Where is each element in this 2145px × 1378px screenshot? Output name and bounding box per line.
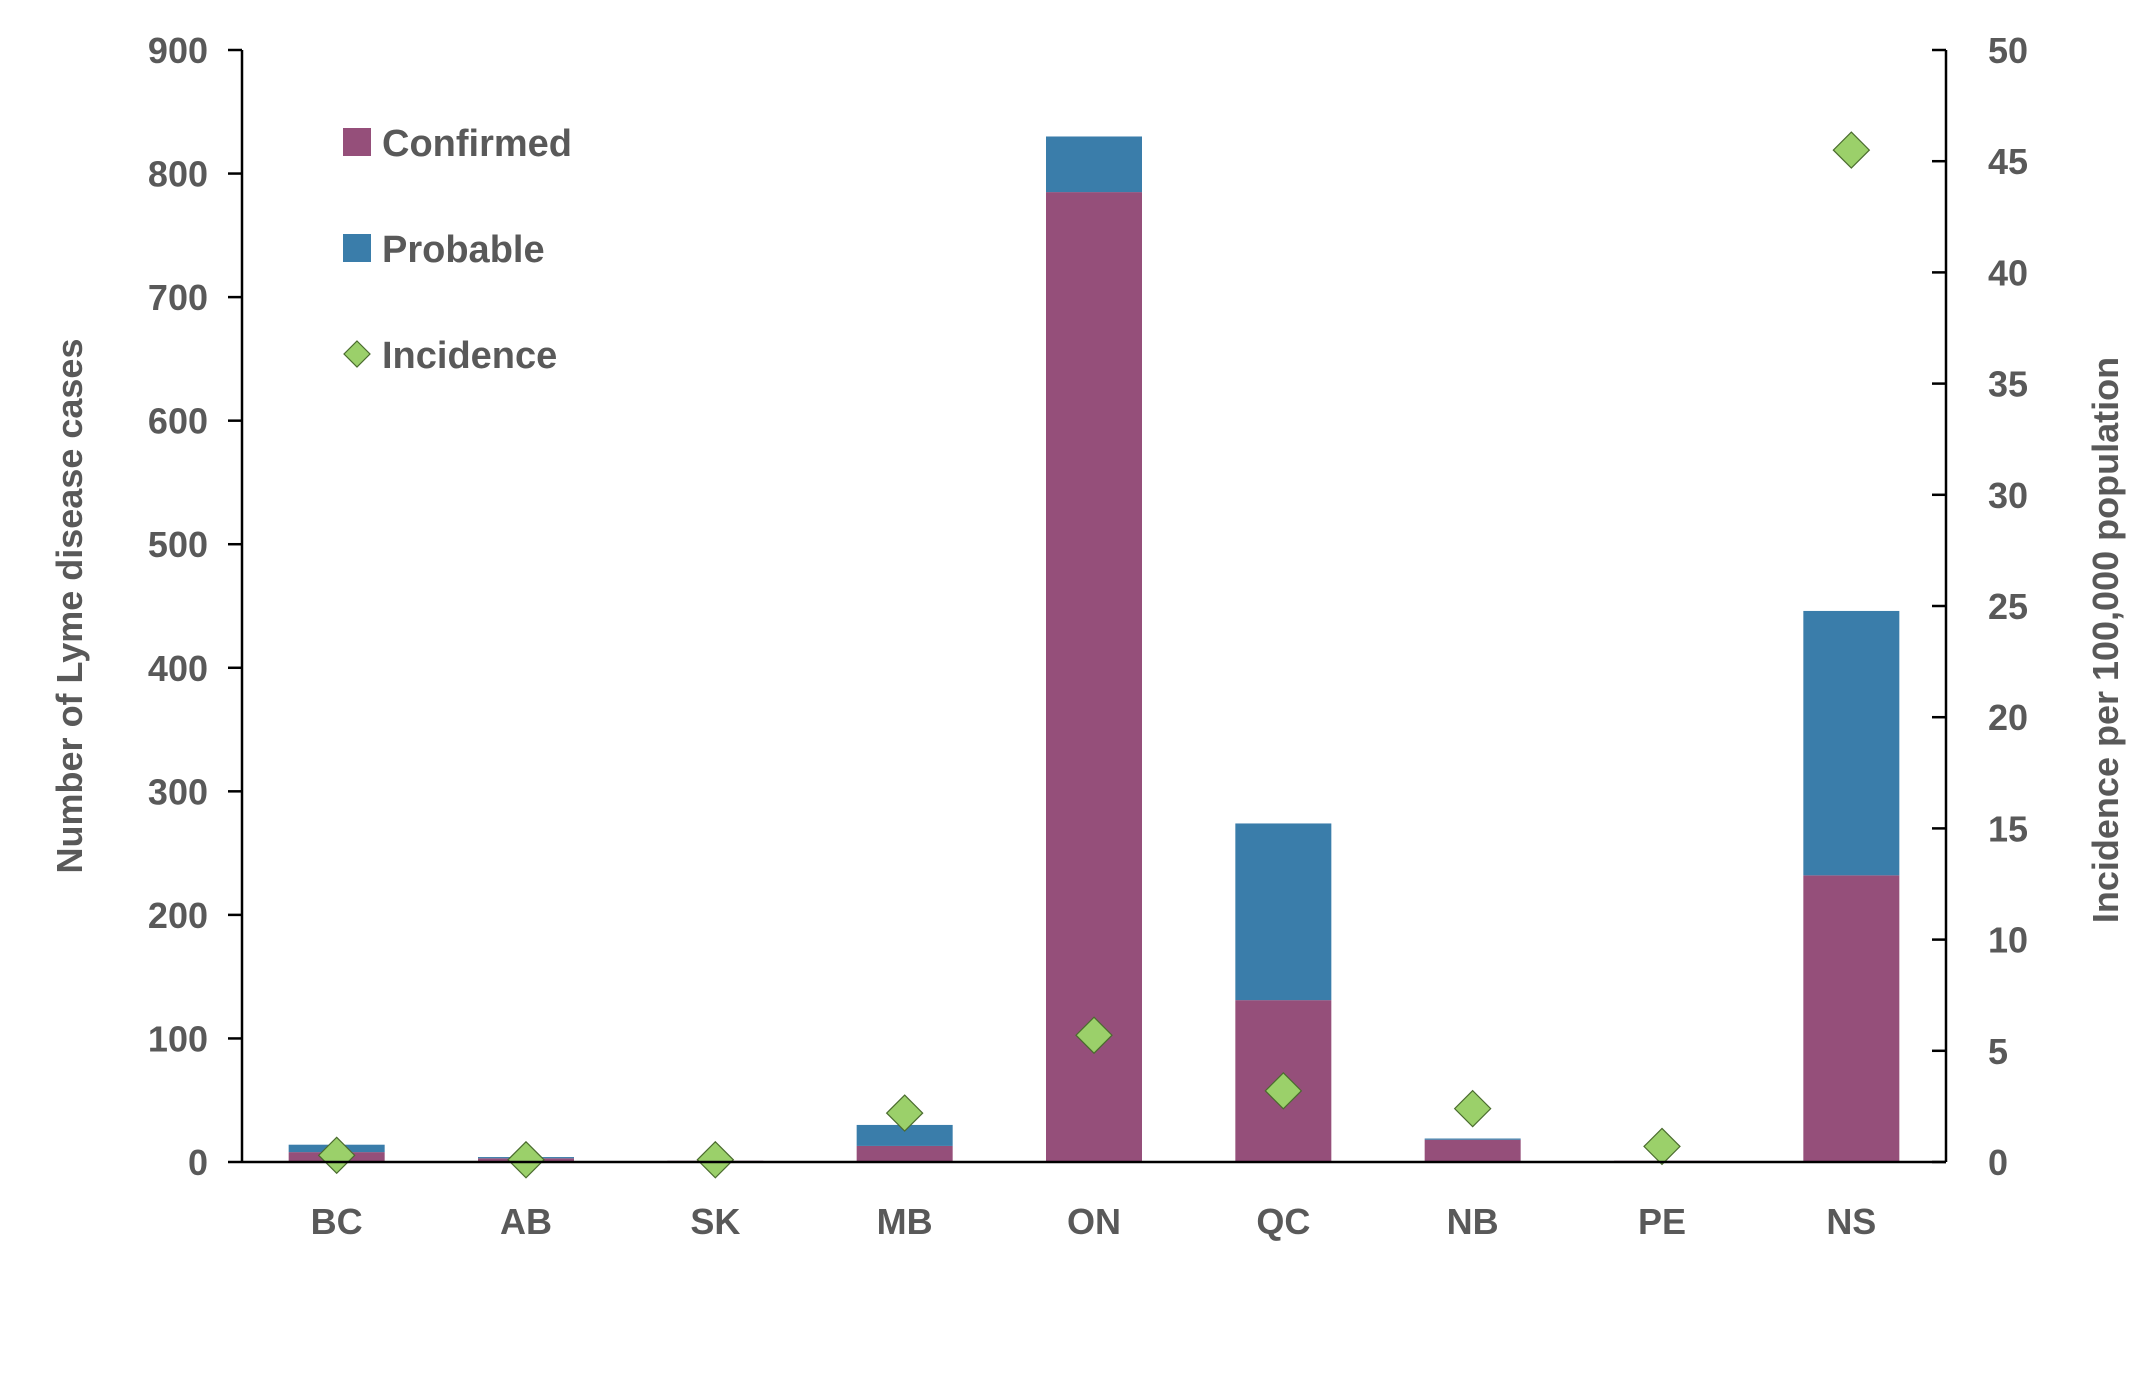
y2-tick-label: 5 [1988,1031,2008,1072]
y2-tick-label: 15 [1988,808,2028,849]
incidence-marker-sk [696,1140,735,1179]
bar-confirmed-nb [1424,1139,1521,1162]
y-tick-label: 900 [148,30,208,71]
y2-axis-title: Incidence per 100,000 population [2085,357,2126,923]
x-tick-label: PE [1638,1201,1686,1242]
bar-confirmed-mb [856,1145,953,1162]
y-tick-label: 500 [148,524,208,565]
incidence-marker-bc [317,1136,356,1175]
bar-probable-ns [1803,610,1900,876]
x-tick-label: NS [1826,1201,1876,1242]
legend: Confirmed Probable Incidence [343,123,572,377]
bar-confirmed-ns [1803,875,1900,1162]
y-tick-label: 400 [148,648,208,689]
x-tick-label: MB [877,1201,933,1242]
x-tick-label: NB [1447,1201,1499,1242]
legend-swatch-probable [343,234,371,262]
legend-label-confirmed: Confirmed [382,123,572,165]
x-tick-label: SK [690,1201,740,1242]
y2-tick-label: 35 [1988,364,2028,405]
y2-tick-label: 20 [1988,697,2028,738]
bar-probable-on [1046,136,1142,193]
y2-tick-label: 45 [1988,141,2028,182]
x-tick-label: QC [1256,1201,1310,1242]
incidence-marker-ab [507,1140,545,1179]
x-tick-label: ON [1067,1201,1121,1242]
y2-tick-label: 10 [1988,920,2028,961]
incidence-marker-pe [1643,1127,1681,1166]
y2-tick-label: 40 [1988,252,2028,293]
y-tick-label: 300 [148,771,208,812]
y-tick-label: 200 [148,895,208,936]
y2-tick-label: 50 [1988,30,2028,71]
bar-probable-mb [856,1124,953,1146]
y-tick-label: 100 [148,1018,208,1059]
bar-confirmed-on [1046,192,1142,1163]
y2-tick-label: 30 [1988,475,2028,516]
y-tick-label: 800 [148,154,208,195]
incidence-marker-nb [1453,1089,1492,1128]
x-tick-label: BC [311,1201,363,1242]
x-axis-ticks: BC AB SK MB ON QC NB PE NS [311,1201,1877,1242]
x-tick-label: AB [500,1201,552,1242]
y2-tick-label: 0 [1988,1142,2008,1183]
right-axis-ticks: 0 5 10 15 20 25 30 35 40 45 50 [1932,30,2028,1183]
y-tick-label: 0 [188,1142,208,1183]
legend-label-probable: Probable [382,229,545,271]
incidence-marker-ns [1832,131,1871,169]
left-axis-ticks: 0 100 200 300 400 500 600 700 800 900 [148,30,242,1183]
incidence-markers-layer [317,131,1871,1179]
incidence-marker-mb [885,1094,924,1132]
legend-swatch-incidence [343,340,371,368]
y2-tick-label: 25 [1988,586,2028,627]
y-tick-label: 600 [148,401,208,442]
legend-label-incidence: Incidence [382,335,557,377]
bars-layer [288,136,1900,1163]
bar-probable-nb [1424,1138,1521,1140]
incidence-marker-qc [1264,1071,1303,1110]
y-tick-label: 700 [148,277,208,318]
incidence-marker-on [1075,1016,1113,1055]
legend-swatch-confirmed [343,128,371,156]
bar-probable-qc [1235,823,1332,1001]
y-axis-title: Number of Lyme disease cases [49,339,90,874]
